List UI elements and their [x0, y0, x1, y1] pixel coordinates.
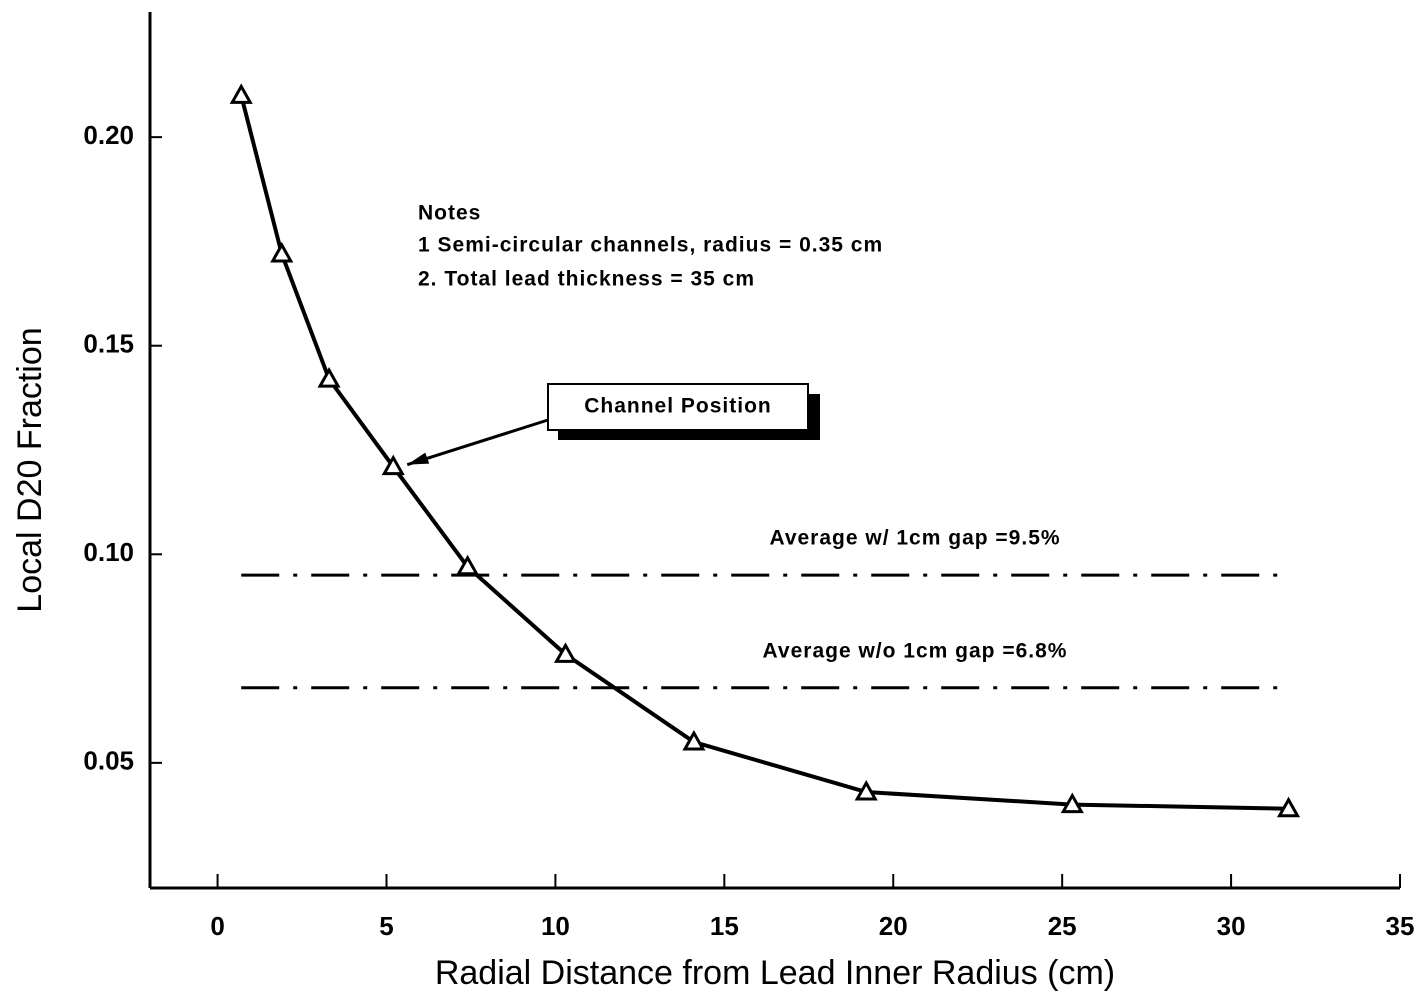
- y-tick-label: 0.05: [83, 746, 134, 776]
- callout-box: [547, 383, 809, 431]
- callout-arrowhead: [407, 452, 430, 465]
- reference-label: Average w/ 1cm gap =9.5%: [769, 527, 1060, 550]
- note: 1 Semi-circular channels, radius = 0.35 …: [418, 234, 883, 257]
- x-axis-label: Radial Distance from Lead Inner Radius (…: [435, 954, 1115, 992]
- reference-label: Average w/o 1cm gap =6.8%: [763, 639, 1068, 662]
- y-tick-label: 0.20: [83, 120, 134, 150]
- y-tick-label: 0.10: [83, 537, 134, 567]
- x-tick-label: 10: [541, 911, 570, 941]
- data-point: [1276, 796, 1301, 818]
- y-axis-label: Local D20 Fraction: [11, 327, 49, 612]
- x-tick-label: 15: [710, 911, 739, 941]
- x-tick-label: 35: [1386, 911, 1415, 941]
- data-point: [1060, 792, 1084, 814]
- x-tick-label: 30: [1217, 911, 1246, 941]
- data-line: [239, 94, 1289, 811]
- x-tick-label: 0: [210, 911, 224, 941]
- x-tick-label: 5: [379, 911, 393, 941]
- data-point: [381, 454, 405, 476]
- callout-arrow: [406, 418, 549, 467]
- data-point: [553, 642, 578, 663]
- data-point: [270, 241, 294, 263]
- note: 2. Total lead thickness = 35 cm: [418, 268, 755, 291]
- y-tick-label: 0.15: [83, 329, 134, 359]
- data-point: [229, 83, 253, 104]
- data-point: [456, 554, 480, 576]
- note-heading: Notes: [418, 202, 481, 225]
- x-tick-label: 20: [879, 911, 908, 941]
- data-point: [682, 729, 706, 751]
- data-point: [854, 779, 878, 801]
- x-tick-label: 25: [1048, 911, 1077, 941]
- callout-text: Channel Position: [584, 395, 772, 418]
- data-point: [317, 367, 341, 388]
